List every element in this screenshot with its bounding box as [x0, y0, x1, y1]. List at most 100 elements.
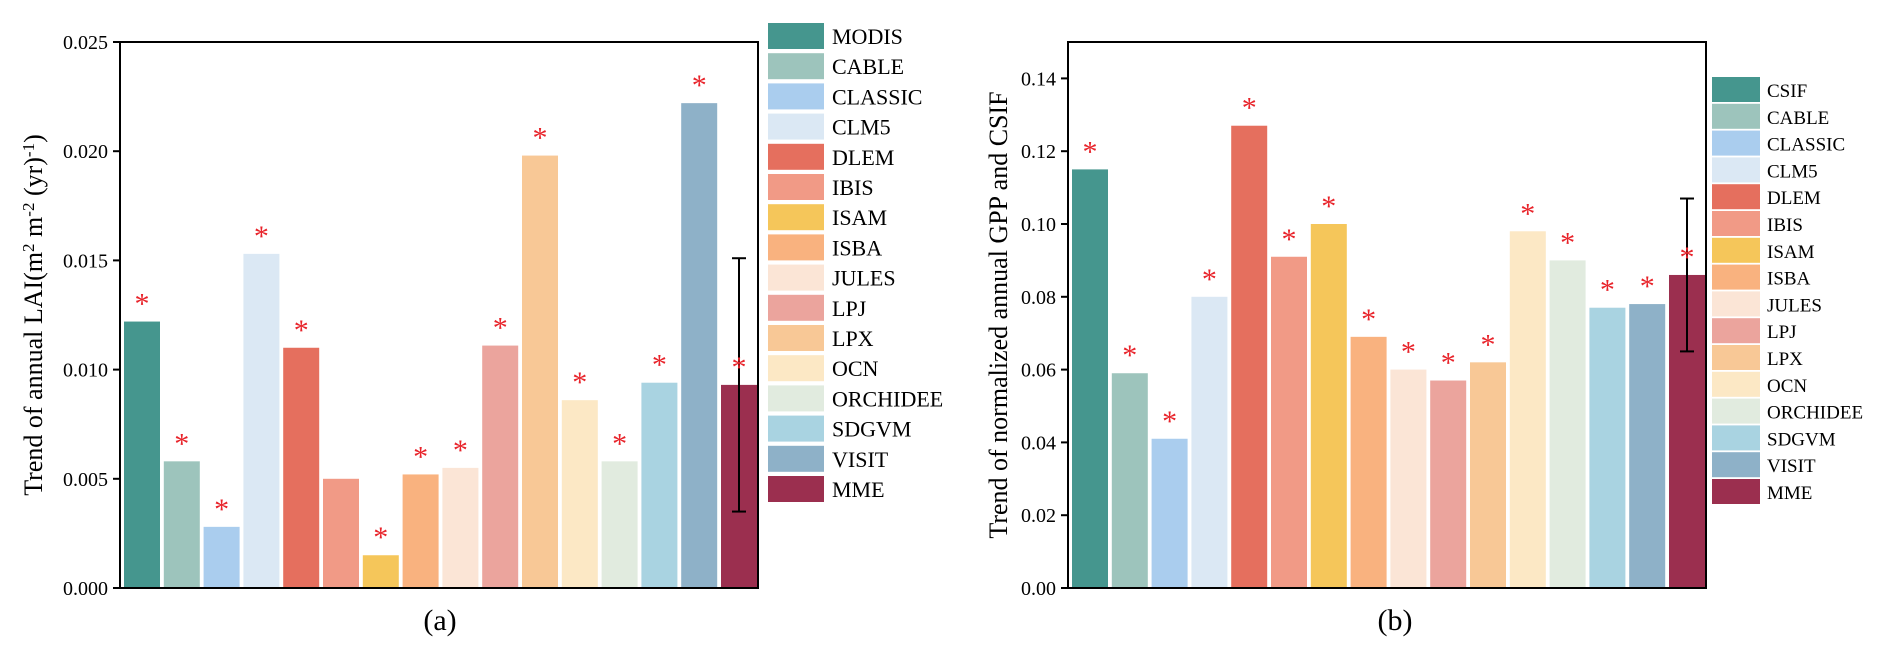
legend-label-jules: JULES	[832, 266, 896, 291]
bar-sdgvm	[1589, 307, 1626, 588]
significance-star: *	[373, 521, 388, 554]
bar-isam	[1310, 224, 1347, 588]
significance-star: *	[1441, 347, 1456, 380]
bar-ibis	[1271, 256, 1307, 588]
y-tick-label: 0.02	[1021, 505, 1056, 527]
legend-swatch-modis	[768, 23, 824, 49]
bar-orchidee	[1549, 260, 1586, 588]
legend-swatch-jules	[1712, 291, 1760, 317]
bar-isba	[1350, 336, 1387, 588]
legend-swatch-csif	[1712, 77, 1760, 102]
legend-label-lpx: LPX	[832, 326, 874, 351]
bar-visit	[1629, 304, 1666, 588]
significance-star: *	[1560, 226, 1575, 259]
legend-label-clm5: CLM5	[1767, 161, 1818, 182]
bar-cable	[163, 461, 200, 588]
plot-frame	[119, 41, 759, 589]
legend-label-ibis: IBIS	[1767, 215, 1803, 236]
significance-star: *	[493, 312, 508, 345]
significance-star: *	[1640, 270, 1655, 303]
significance-star: *	[1282, 223, 1297, 256]
y-tick-label: 0.010	[63, 360, 108, 382]
y-tick-label: 0.08	[1021, 287, 1056, 309]
y-axis-label-part: )	[19, 134, 48, 143]
bar-isba	[402, 474, 439, 588]
legend-swatch-cable	[1712, 103, 1760, 129]
significance-star: *	[732, 351, 747, 384]
y-axis-label-part: -1	[19, 143, 38, 157]
y-tick-label: 0.10	[1021, 214, 1056, 236]
legend-swatch-sdgvm	[768, 415, 824, 442]
legend-label-ocn: OCN	[1767, 376, 1807, 397]
legend-label-cable: CABLE	[1767, 108, 1829, 129]
legend-label-visit: VISIT	[1767, 456, 1816, 477]
significance-star: *	[692, 69, 707, 102]
legend-label-dlem: DLEM	[1767, 188, 1821, 209]
legend-swatch-isam	[1712, 237, 1760, 263]
bar-ibis	[323, 478, 359, 588]
legend-swatch-mme	[1712, 479, 1760, 504]
significance-star: *	[1401, 336, 1416, 369]
legend-swatch-mme	[768, 476, 824, 502]
legend-label-clm5: CLM5	[832, 115, 891, 140]
y-axis-label-part: (yr)	[19, 157, 48, 202]
significance-star: *	[1162, 405, 1177, 438]
significance-star: *	[1600, 274, 1615, 307]
panel-b: * * * * * * * * * * * * * * * * 0.00 0.02 0.04 0.06 0.08 0.10…	[984, 41, 1863, 637]
significance-star: *	[413, 440, 428, 473]
y-tick-label: 0.06	[1021, 360, 1056, 382]
y-tick-label: 0.00	[1021, 578, 1056, 600]
plot-frame	[1067, 41, 1707, 589]
bar-ocn	[1509, 231, 1546, 588]
panel-label: (a)	[423, 604, 456, 637]
legend-swatch-classic	[1712, 130, 1760, 156]
legend-label-csif: CSIF	[1767, 81, 1807, 102]
legend-label-ocn: OCN	[832, 356, 879, 381]
bar-lpx	[1470, 362, 1506, 588]
legend-swatch-isba	[1712, 264, 1760, 290]
significance-star: *	[214, 493, 229, 526]
legend-label-orchidee: ORCHIDEE	[832, 386, 943, 411]
legend-swatch-lpx	[1712, 345, 1760, 370]
bar-isam	[362, 555, 399, 588]
bar-jules	[1390, 369, 1427, 588]
error-bar	[732, 257, 746, 513]
bar-csif	[1072, 169, 1108, 588]
panel-a: * * * * * * * * * * * * * * * 0.000 0.005 0.010 0.015 0.020…	[19, 23, 943, 637]
significance-star: *	[1520, 197, 1535, 230]
error-bar	[1680, 197, 1694, 353]
y-tick-label: 0.12	[1021, 141, 1056, 163]
legend-swatch-ibis	[768, 174, 824, 200]
legend-label-mme: MME	[832, 477, 885, 502]
significance-star: *	[1202, 263, 1217, 296]
y-tick-label: 0.04	[1021, 432, 1056, 454]
significance-star: *	[612, 427, 627, 460]
legend-label-sdgvm: SDGVM	[832, 417, 911, 442]
significance-star: *	[174, 427, 189, 460]
bar-clm5	[243, 253, 280, 588]
bar-cable	[1111, 373, 1148, 588]
legend: CSIF CABLE CLASSIC CLM5 DLEM IBIS ISAM ISBA JULE…	[1712, 77, 1863, 504]
significance-star: *	[652, 349, 667, 382]
significance-star: *	[135, 288, 150, 321]
legend-label-lpx: LPX	[1767, 349, 1803, 370]
y-axis-label: Trend of annual LAI(m2 m-2 (yr)-1)	[19, 134, 48, 496]
bar-sdgvm	[641, 382, 678, 588]
significance-star: *	[1321, 190, 1336, 223]
significance-star: *	[453, 434, 468, 467]
significance-star: *	[294, 314, 309, 347]
significance-star: *	[572, 366, 587, 399]
legend-swatch-clm5	[1712, 157, 1760, 183]
y-axis-label-part: -2	[19, 203, 38, 217]
legend-swatch-clm5	[768, 113, 824, 140]
legend-swatch-dlem	[1712, 184, 1760, 210]
legend-swatch-sdgvm	[1712, 425, 1760, 451]
bar-lpx	[522, 155, 558, 588]
legend-label-classic: CLASSIC	[1767, 135, 1845, 156]
y-tick-label: 0.020	[63, 141, 108, 163]
legend-label-isam: ISAM	[1767, 242, 1815, 263]
legend-swatch-isba	[768, 234, 824, 261]
bar-dlem	[1231, 125, 1268, 588]
legend-label-jules: JULES	[1767, 295, 1822, 316]
